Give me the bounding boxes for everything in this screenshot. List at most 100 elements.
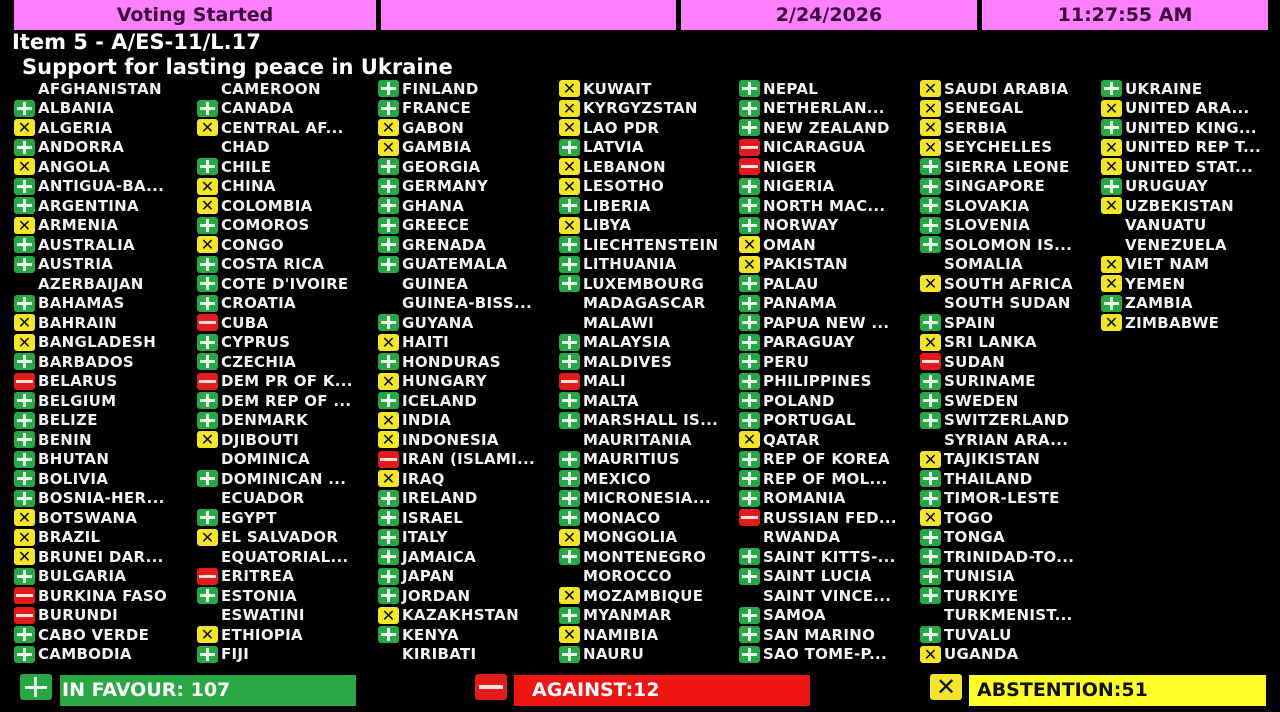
plus-icon — [739, 216, 760, 234]
country-row: GRENADA — [378, 235, 559, 255]
country-name: ISRAEL — [402, 508, 464, 527]
plus-icon — [739, 470, 760, 488]
x-icon: ✕ — [197, 528, 218, 546]
plus-icon — [1101, 80, 1122, 98]
country-row: DOMINICA — [197, 450, 378, 470]
plus-icon — [197, 333, 218, 351]
plus-icon — [14, 294, 35, 312]
country-row: ✕ IRAQ — [378, 469, 559, 489]
plus-icon — [920, 158, 941, 176]
country-name: GUATEMALA — [402, 255, 508, 274]
x-icon: ✕ — [559, 626, 580, 644]
country-name: SUDAN — [944, 352, 1006, 371]
country-name: NEPAL — [763, 79, 819, 98]
plus-icon — [559, 333, 580, 351]
country-row: ✕ BANGLADESH — [14, 333, 195, 353]
x-icon: ✕ — [1101, 314, 1122, 332]
plus-icon — [559, 509, 580, 527]
country-row: DEM REP OF ... — [197, 391, 378, 411]
country-name: NETHERLAN... — [763, 99, 885, 118]
plus-icon — [197, 411, 218, 429]
country-name: ESTONIA — [221, 586, 297, 605]
minus-icon — [14, 587, 35, 605]
minus-icon — [197, 567, 218, 585]
country-name: DJIBOUTI — [221, 430, 300, 449]
in-favour-total: IN FAVOUR: 107 — [60, 675, 356, 706]
country-row: TONGA — [920, 528, 1101, 548]
country-name: HONDURAS — [402, 352, 501, 371]
no-vote-placeholder — [197, 80, 218, 97]
minus-icon — [14, 372, 35, 390]
plus-icon — [920, 197, 941, 215]
country-name: PERU — [763, 352, 810, 371]
country-name: MONGOLIA — [583, 528, 678, 547]
plus-icon — [378, 99, 399, 117]
country-name: AUSTRALIA — [38, 235, 135, 254]
country-row: ROMANIA — [739, 489, 920, 509]
x-icon: ✕ — [378, 470, 399, 488]
country-name: IRAQ — [402, 469, 445, 488]
country-row: COTE D'IVOIRE — [197, 274, 378, 294]
plus-icon — [14, 138, 35, 156]
x-icon: ✕ — [14, 158, 35, 176]
country-row: ESTONIA — [197, 586, 378, 606]
country-column: NEPAL NETHERLAN... NEW ZEALAND NICARAGUA NIG… — [739, 79, 920, 664]
country-row: ✕ SENEGAL — [920, 99, 1101, 119]
plus-icon — [559, 548, 580, 566]
country-row: LUXEMBOURG — [559, 274, 740, 294]
country-row: AUSTRALIA — [14, 235, 195, 255]
country-name: BOLIVIA — [38, 469, 109, 488]
country-row: MOROCCO — [559, 567, 740, 587]
country-name: KENYA — [402, 625, 459, 644]
country-name: MALAYSIA — [583, 333, 671, 352]
country-name: PARAGUAY — [763, 333, 855, 352]
country-name: KAZAKHSTAN — [402, 606, 519, 625]
country-row: THAILAND — [920, 469, 1101, 489]
country-name: MADAGASCAR — [583, 294, 706, 313]
country-row: GEORGIA — [378, 157, 559, 177]
no-vote-placeholder — [197, 607, 218, 624]
plus-icon — [14, 411, 35, 429]
x-icon: ✕ — [559, 80, 580, 98]
country-row: ✕ LAO PDR — [559, 118, 740, 138]
country-name: TAJIKISTAN — [944, 450, 1041, 469]
country-name: LESOTHO — [583, 177, 664, 196]
country-row: ✕ UGANDA — [920, 645, 1101, 665]
country-row: SWEDEN — [920, 391, 1101, 411]
country-name: LIBERIA — [583, 196, 651, 215]
country-row: TRINIDAD-TO... — [920, 547, 1101, 567]
country-row: NORWAY — [739, 216, 920, 236]
country-row: ✕ ALGERIA — [14, 118, 195, 138]
plus-icon — [739, 177, 760, 195]
x-icon: ✕ — [378, 411, 399, 429]
country-name: BOTSWANA — [38, 508, 138, 527]
country-row: ✕ SOUTH AFRICA — [920, 274, 1101, 294]
x-icon: ✕ — [1101, 197, 1122, 215]
x-icon: ✕ — [197, 626, 218, 644]
country-row: POLAND — [739, 391, 920, 411]
country-row: DENMARK — [197, 411, 378, 431]
plus-icon — [559, 606, 580, 624]
country-name: COMOROS — [221, 216, 310, 235]
country-row: LITHUANIA — [559, 255, 740, 275]
x-icon: ✕ — [930, 674, 962, 700]
country-row: ✕ ZIMBABWE — [1101, 313, 1280, 333]
country-name: EQUATORIAL... — [221, 547, 349, 566]
plus-icon — [14, 450, 35, 468]
country-row: DOMINICAN ... — [197, 469, 378, 489]
country-name: UGANDA — [944, 645, 1019, 664]
country-row: ✕ KUWAIT — [559, 79, 740, 99]
x-icon: ✕ — [14, 119, 35, 137]
country-name: DEM REP OF ... — [221, 391, 352, 410]
x-icon: ✕ — [920, 138, 941, 156]
country-name: CHAD — [221, 138, 270, 157]
country-name: BRAZIL — [38, 528, 101, 547]
country-name: INDONESIA — [402, 430, 499, 449]
plus-icon — [559, 392, 580, 410]
country-name: FINLAND — [402, 79, 479, 98]
country-name: COSTA RICA — [221, 255, 325, 274]
x-icon: ✕ — [1101, 158, 1122, 176]
x-icon: ✕ — [739, 236, 760, 254]
x-icon: ✕ — [378, 333, 399, 351]
plus-icon — [14, 392, 35, 410]
